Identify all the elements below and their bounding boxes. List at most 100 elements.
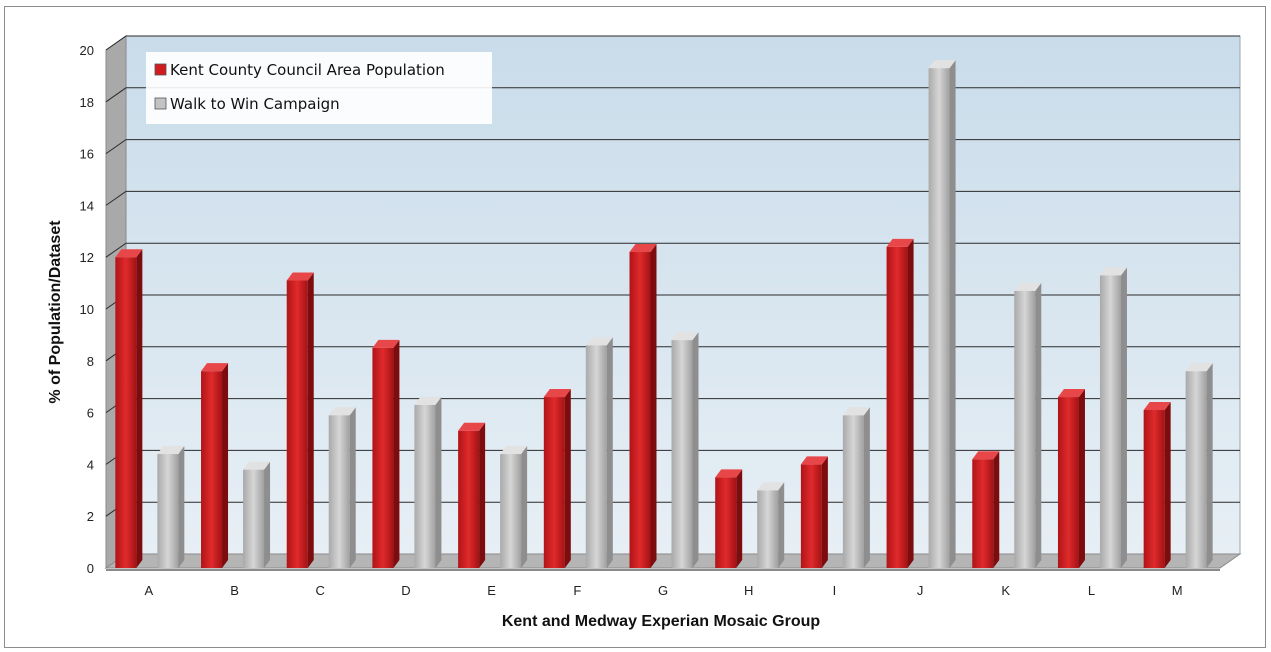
legend-label-walk-to-win: Walk to Win Campaign — [170, 95, 340, 113]
bar-side — [393, 339, 400, 568]
bar-side — [949, 60, 956, 568]
x-tick-label: K — [1001, 583, 1010, 598]
y-tick-label: 14 — [80, 198, 94, 213]
bar-side — [1164, 402, 1171, 568]
bar-front — [543, 397, 565, 568]
x-tick-label: C — [316, 583, 325, 598]
bar-front — [928, 68, 950, 568]
legend-box — [146, 52, 492, 124]
bar-walk-to-win-H — [757, 482, 785, 568]
bar-front — [157, 454, 179, 568]
bar-front — [286, 280, 308, 568]
x-tick-label: M — [1172, 583, 1183, 598]
bar-front — [1143, 410, 1165, 568]
y-tick-label: 16 — [80, 147, 94, 162]
bar-side — [222, 363, 229, 568]
x-tick-label: A — [145, 583, 154, 598]
bar-walk-to-win-K — [1014, 282, 1042, 568]
bar-population-C — [286, 272, 314, 568]
gridline — [105, 190, 1240, 206]
bar-front — [243, 469, 265, 568]
bar-front — [372, 347, 394, 568]
x-tick-label: J — [917, 583, 924, 598]
bar-front — [800, 464, 822, 568]
bar-top — [671, 332, 699, 341]
bar-top — [585, 337, 613, 346]
y-axis-title: % of Population/Dataset — [47, 220, 64, 404]
legend: Kent County Council Area Population Walk… — [146, 52, 492, 124]
bar-front — [715, 477, 737, 568]
x-tick-label: E — [487, 583, 496, 598]
bar-side — [736, 469, 743, 568]
bar-top — [286, 272, 314, 281]
bar-population-E — [458, 422, 486, 568]
bar-front — [458, 430, 480, 568]
bar-walk-to-win-M — [1185, 363, 1213, 568]
bar-front — [842, 415, 864, 568]
bar-side — [993, 451, 1000, 568]
legend-swatch-walk-to-win — [154, 97, 167, 110]
bar-top — [115, 249, 143, 258]
bar-front — [115, 257, 137, 568]
bar-side — [349, 407, 356, 568]
bar-population-F — [543, 389, 571, 568]
bar-top — [629, 244, 657, 253]
bar-side — [136, 249, 143, 568]
x-tick-label: H — [744, 583, 753, 598]
bar-side — [264, 461, 271, 568]
bar-walk-to-win-I — [842, 407, 870, 568]
bar-front — [1057, 397, 1079, 568]
x-tick-label: B — [230, 583, 239, 598]
bar-population-H — [715, 469, 743, 568]
bar-side — [863, 407, 870, 568]
bar-top — [972, 451, 1000, 460]
bar-side — [606, 337, 613, 568]
bar-top — [543, 389, 571, 398]
bar-front — [886, 246, 908, 568]
gridline — [105, 139, 1240, 155]
bar-front — [201, 371, 223, 568]
bar-population-G — [629, 244, 657, 568]
y-tick-label: 4 — [87, 457, 94, 472]
gridline — [105, 242, 1240, 258]
y-tick-labels: 0 2 4 6 8 10 12 14 16 18 20 — [80, 43, 94, 576]
y-tick-label: 20 — [80, 43, 94, 58]
gridline — [105, 87, 1240, 103]
bar-top — [414, 396, 442, 405]
bar-front — [414, 404, 436, 568]
bar-walk-to-win-G — [671, 332, 699, 568]
y-tick-label: 10 — [80, 302, 94, 317]
bar-side — [1035, 282, 1042, 568]
bar-population-M — [1143, 402, 1171, 568]
bar-front — [1099, 275, 1121, 568]
x-tick-label: G — [658, 583, 668, 598]
bars — [115, 60, 1213, 568]
bar-top — [372, 339, 400, 348]
y-tick-label: 12 — [80, 250, 94, 265]
legend-label-population: Kent County Council Area Population — [170, 61, 445, 79]
bar-population-K — [972, 451, 1000, 568]
bar-top — [757, 482, 785, 491]
bar-front — [629, 252, 651, 568]
bar-side — [1206, 363, 1213, 568]
y-tick-label: 18 — [80, 95, 94, 110]
bar-side — [564, 389, 571, 568]
bar-front — [1185, 371, 1207, 568]
bar-walk-to-win-L — [1099, 267, 1127, 568]
bar-top — [800, 456, 828, 465]
bar-side — [307, 272, 314, 568]
bar-population-A — [115, 249, 143, 568]
bar-side — [907, 238, 914, 568]
bar-front — [757, 490, 779, 568]
bar-side — [778, 482, 785, 568]
x-tick-label: I — [833, 583, 837, 598]
bar-front — [972, 459, 994, 568]
y-tick-label: 0 — [87, 561, 94, 576]
bar-top — [842, 407, 870, 416]
bar-side — [521, 446, 528, 568]
bar-top — [243, 461, 271, 470]
bar-top — [928, 60, 956, 69]
bar-side — [435, 396, 442, 568]
legend-swatch-population — [154, 63, 167, 76]
bar-top — [886, 238, 914, 247]
